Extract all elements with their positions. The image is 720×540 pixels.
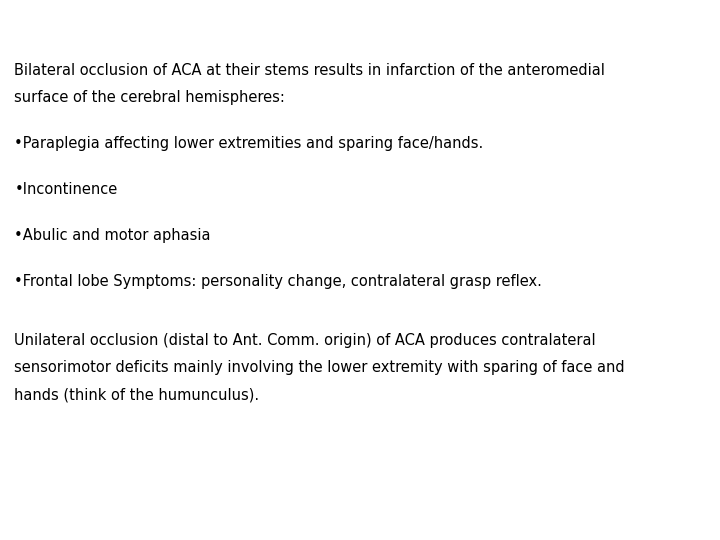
Text: surface of the cerebral hemispheres:: surface of the cerebral hemispheres:	[14, 90, 285, 105]
Text: Unilateral occlusion (distal to Ant. Comm. origin) of ACA produces contralateral: Unilateral occlusion (distal to Ant. Com…	[14, 333, 596, 348]
Text: •Incontinence: •Incontinence	[14, 182, 117, 197]
Text: •Abulic and motor aphasia: •Abulic and motor aphasia	[14, 228, 211, 243]
Text: sensorimotor deficits mainly involving the lower extremity with sparing of face : sensorimotor deficits mainly involving t…	[14, 360, 625, 375]
Text: •Paraplegia affecting lower extremities and sparing face/hands.: •Paraplegia affecting lower extremities …	[14, 136, 484, 151]
Text: •Frontal lobe Symptoms: personality change, contralateral grasp reflex.: •Frontal lobe Symptoms: personality chan…	[14, 274, 542, 289]
Text: Bilateral occlusion of ACA at their stems results in infarction of the anteromed: Bilateral occlusion of ACA at their stem…	[14, 63, 606, 78]
Text: hands (think of the humunculus).: hands (think of the humunculus).	[14, 387, 259, 402]
